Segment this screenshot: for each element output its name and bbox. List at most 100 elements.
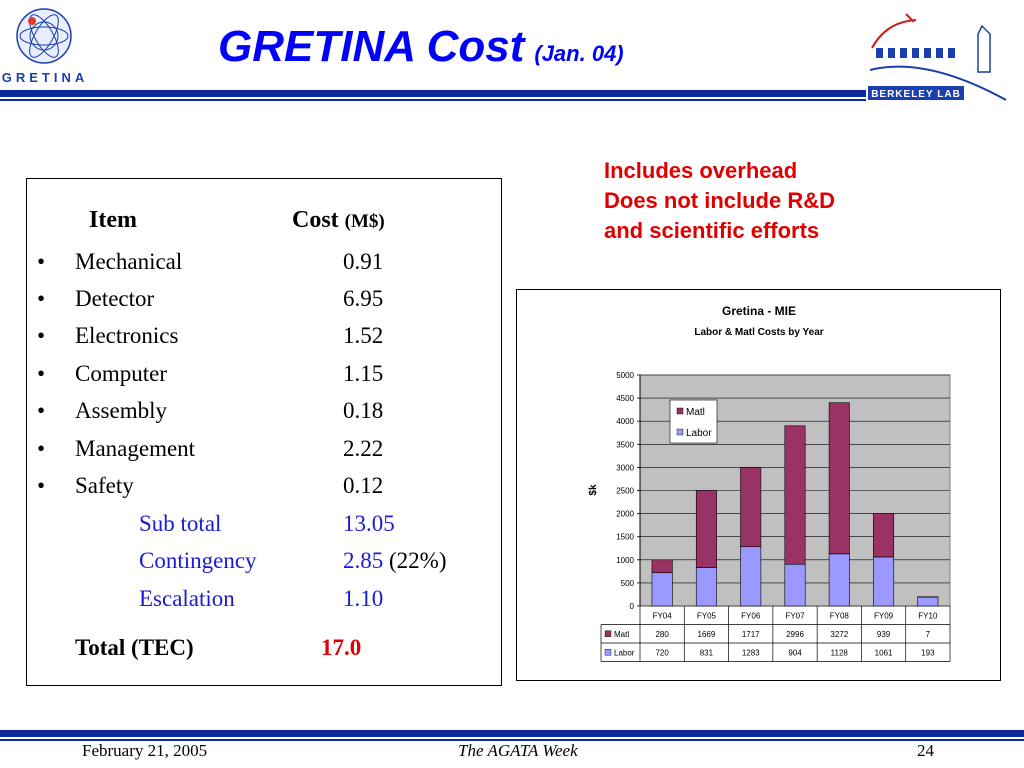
page-title: GRETINA Cost (Jan. 04) bbox=[218, 22, 624, 72]
table-swatch-labor bbox=[604, 649, 612, 656]
footer-rule-thick bbox=[0, 730, 1024, 737]
x-category-label: FY04 bbox=[653, 611, 673, 620]
table-swatch-matl bbox=[604, 630, 612, 637]
x-category-label: FY07 bbox=[785, 611, 805, 620]
bullet: • bbox=[37, 398, 46, 423]
table-value-labor: 193 bbox=[921, 648, 935, 657]
berkeley-lab-logo-text: BERKELEY LAB bbox=[871, 89, 961, 100]
legend-swatch-matl bbox=[676, 407, 684, 415]
bar-matl bbox=[784, 425, 806, 565]
item-header: Item bbox=[89, 207, 137, 233]
bullet: • bbox=[37, 473, 46, 498]
item-name: Detector bbox=[75, 286, 155, 311]
cost-notes: Includes overhead Does not include R&D a… bbox=[604, 156, 835, 246]
item-name: Mechanical bbox=[75, 249, 183, 274]
table-value-matl: 1669 bbox=[698, 630, 716, 639]
bar-matl bbox=[695, 490, 717, 568]
bar-labor bbox=[873, 556, 895, 607]
cost-row-management: • Management 2.22 bbox=[27, 436, 501, 472]
contingency-percent: (22%) bbox=[389, 548, 447, 573]
total-label: Total (TEC) bbox=[75, 635, 194, 660]
table-value-matl: 7 bbox=[926, 630, 931, 639]
x-category-label: FY06 bbox=[741, 611, 761, 620]
gretina-logo-text: GRETINA bbox=[2, 70, 88, 85]
table-value-labor: 720 bbox=[655, 648, 669, 657]
y-tick-label: 2500 bbox=[616, 487, 634, 496]
contingency-row: Contingency 2.85 (22%) bbox=[27, 548, 501, 584]
item-cost: 0.18 bbox=[343, 398, 384, 423]
cost-row-electronics: • Electronics 1.52 bbox=[27, 323, 501, 359]
item-name: Computer bbox=[75, 361, 167, 386]
bar-matl bbox=[740, 467, 762, 548]
cost-header: Cost (M$) bbox=[292, 207, 385, 234]
footer-rule-thin bbox=[0, 739, 1024, 741]
bullet: • bbox=[37, 361, 46, 386]
bullet: • bbox=[37, 323, 46, 348]
item-cost: 0.91 bbox=[343, 249, 384, 274]
x-category-label: FY09 bbox=[874, 611, 894, 620]
y-tick-label: 3000 bbox=[616, 463, 634, 472]
y-tick-label: 4000 bbox=[616, 417, 634, 426]
gretina-logo: GRETINA bbox=[2, 8, 88, 85]
note-line-2: Does not include R&D bbox=[604, 188, 836, 213]
table-value-labor: 1128 bbox=[831, 648, 849, 657]
chart-container: Gretina - MIE Labor & Matl Costs by Year… bbox=[516, 289, 1001, 681]
contingency-value: 2.85 bbox=[343, 548, 384, 573]
cost-table: Item Cost (M$) • Mechanical 0.91 • Detec… bbox=[26, 178, 502, 686]
escalation-label: Escalation bbox=[139, 586, 235, 611]
table-value-matl: 280 bbox=[655, 630, 669, 639]
total-row: Total (TEC) 17.0 bbox=[27, 635, 501, 671]
item-name: Assembly bbox=[75, 398, 167, 423]
bullet: • bbox=[37, 249, 46, 274]
bar-labor bbox=[917, 596, 939, 607]
cost-row-safety: • Safety 0.12 bbox=[27, 473, 501, 509]
table-value-matl: 1717 bbox=[742, 630, 760, 639]
cost-row-detector: • Detector 6.95 bbox=[27, 286, 501, 322]
footer-date: February 21, 2005 bbox=[82, 741, 208, 760]
y-tick-label: 1500 bbox=[616, 533, 634, 542]
item-cost: 6.95 bbox=[343, 286, 384, 311]
title-date: (Jan. 04) bbox=[534, 41, 624, 66]
subtotal-label: Sub total bbox=[139, 511, 222, 536]
subtotal-value: 13.05 bbox=[343, 511, 395, 536]
bullet: • bbox=[37, 436, 46, 461]
title-main: GRETINA Cost bbox=[218, 22, 525, 71]
x-category-label: FY08 bbox=[830, 611, 850, 620]
table-row-label-matl: Matl bbox=[614, 630, 629, 639]
cost-header-unit: (M$) bbox=[344, 211, 385, 232]
item-name: Electronics bbox=[75, 323, 179, 348]
legend-label-matl: Matl bbox=[686, 407, 705, 418]
x-category-label: FY05 bbox=[697, 611, 717, 620]
chart-title: Gretina - MIE bbox=[722, 304, 796, 318]
item-cost: 0.12 bbox=[343, 473, 384, 498]
item-cost: 1.52 bbox=[343, 323, 384, 348]
table-value-labor: 1283 bbox=[742, 648, 760, 657]
item-name: Management bbox=[75, 436, 196, 461]
bar-labor bbox=[740, 546, 762, 607]
page-number: 24 bbox=[917, 741, 934, 760]
x-category-label: FY10 bbox=[918, 611, 938, 620]
bar-labor bbox=[695, 567, 717, 607]
bar-labor bbox=[651, 572, 673, 607]
cost-row-computer: • Computer 1.15 bbox=[27, 361, 501, 397]
y-tick-label: 0 bbox=[630, 602, 635, 611]
note-line-3: and scientific efforts bbox=[604, 218, 820, 243]
bar-matl bbox=[873, 513, 895, 558]
cost-header-label: Cost bbox=[292, 207, 339, 233]
legend-swatch-labor bbox=[676, 428, 684, 436]
table-value-labor: 904 bbox=[788, 648, 802, 657]
bar-matl bbox=[828, 402, 850, 555]
contingency-label: Contingency bbox=[139, 548, 257, 573]
subtotal-row: Sub total 13.05 bbox=[27, 511, 501, 547]
bar-labor bbox=[828, 553, 850, 607]
y-tick-label: 4500 bbox=[616, 394, 634, 403]
table-value-matl: 939 bbox=[877, 630, 891, 639]
legend-label-labor: Labor bbox=[686, 428, 712, 439]
note-line-1: Includes overhead bbox=[604, 158, 798, 183]
total-value: 17.0 bbox=[321, 635, 362, 660]
table-value-matl: 2996 bbox=[786, 630, 804, 639]
contingency-value-group: 2.85 (22%) bbox=[343, 548, 446, 574]
y-tick-label: 3500 bbox=[616, 440, 634, 449]
y-tick-label: 1000 bbox=[616, 556, 634, 565]
y-tick-label: 2000 bbox=[616, 510, 634, 519]
